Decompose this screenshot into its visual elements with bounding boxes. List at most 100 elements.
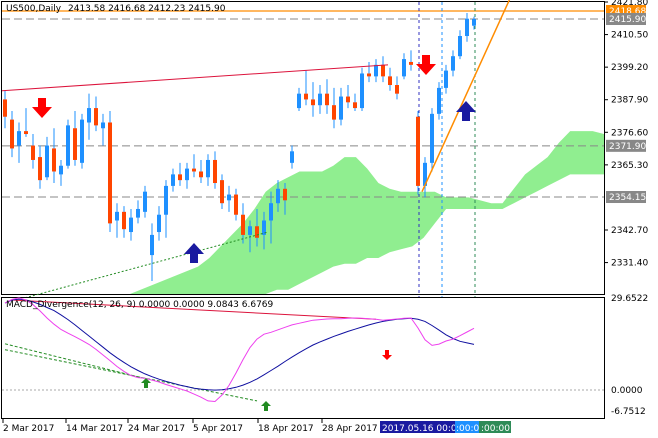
candle-body-9 xyxy=(66,125,70,166)
date-highlight: 2017.05.16 00:00 xyxy=(382,424,463,434)
price-label-7: 2331.40 xyxy=(611,259,648,269)
trendlines xyxy=(1,0,511,305)
price-tag-bg-1 xyxy=(606,13,646,26)
candle-body-34 xyxy=(241,214,245,235)
candle-body-3 xyxy=(24,131,28,135)
candle-body-40 xyxy=(283,188,287,201)
candle-body-54 xyxy=(381,64,385,77)
divergence-line-1 xyxy=(4,343,146,380)
candle-body-35 xyxy=(248,226,252,235)
candle-body-24 xyxy=(171,174,175,186)
divergence-line-2 xyxy=(4,349,258,402)
candle-body-42 xyxy=(297,93,301,109)
candle-body-41 xyxy=(290,151,294,163)
candle-body-61 xyxy=(430,113,434,163)
div-arrow-up-2 xyxy=(261,401,271,411)
price-tag-0: 2418.68 xyxy=(609,7,646,17)
candle-body-50 xyxy=(353,102,357,109)
sell-arrow-2 xyxy=(416,55,436,75)
candle-body-60 xyxy=(423,162,427,186)
header-symbol: US500,Daily xyxy=(6,4,62,14)
candle-body-62 xyxy=(437,87,441,114)
ind-label-2: -6.7512 xyxy=(611,407,646,417)
candle-body-32 xyxy=(227,194,231,201)
indicator-name: MACD_Divergence(12, 26, 9) 0.0000 0.0000… xyxy=(6,300,274,310)
candle-body-64 xyxy=(451,56,455,71)
candle-body-21 xyxy=(150,234,154,256)
candle-body-36 xyxy=(255,226,259,238)
price-label-1: 2410.50 xyxy=(611,31,648,41)
candle-body-0 xyxy=(3,99,7,117)
candle-body-49 xyxy=(346,96,350,103)
candle-body-43 xyxy=(304,93,308,100)
candle-body-47 xyxy=(332,105,336,120)
price-tag-bg-3 xyxy=(606,191,646,204)
candle-body-48 xyxy=(339,96,343,120)
candle-body-22 xyxy=(157,214,161,233)
candle-body-29 xyxy=(206,159,210,178)
date-highlight3-bg xyxy=(479,421,511,433)
price-label-3: 2387.90 xyxy=(611,96,648,106)
price-label-0: 2421.80 xyxy=(611,0,648,8)
date-highlight-3: :00:00 xyxy=(481,424,510,434)
date-label-2: 24 Mar 2017 xyxy=(128,424,185,434)
candle-body-31 xyxy=(220,180,224,204)
date-highlight2-bg xyxy=(455,421,479,433)
candle-body-20 xyxy=(143,191,147,212)
ichimoku-cloud xyxy=(130,131,604,294)
candle-body-37 xyxy=(262,220,266,235)
date-label-3: 5 Apr 2017 xyxy=(193,424,243,434)
support-dotted-line xyxy=(1,231,269,305)
price-label-4: 2376.60 xyxy=(611,128,648,138)
ind-label-1: 0.0000 xyxy=(611,386,643,396)
cloud-area xyxy=(198,131,604,294)
date-label-4: 18 Apr 2017 xyxy=(258,424,314,434)
price-label-6: 2342.70 xyxy=(611,226,648,236)
candle-body-27 xyxy=(192,168,196,172)
divergence-line-0 xyxy=(11,299,377,320)
candle-body-30 xyxy=(213,159,217,184)
date-label-5: 28 Apr 2017 xyxy=(322,424,378,434)
price-tag-1: 2415.90 xyxy=(609,15,646,25)
candle-body-51 xyxy=(360,73,364,109)
candle-body-16 xyxy=(115,211,119,221)
date-highlight-bg xyxy=(380,421,455,433)
candle-body-28 xyxy=(199,171,203,178)
candle-body-5 xyxy=(38,157,42,181)
indicator-window[interactable] xyxy=(1,297,605,419)
candlestick-series[interactable] xyxy=(3,12,476,282)
div-arrow-up-1 xyxy=(141,378,151,388)
candle-body-55 xyxy=(388,76,392,86)
date-highlight-2: :00:00 xyxy=(456,424,485,434)
price-tag-3: 2354.15 xyxy=(609,193,646,203)
candle-body-58 xyxy=(409,61,413,65)
candle-body-14 xyxy=(101,122,105,129)
candle-body-13 xyxy=(94,108,98,126)
candle-body-57 xyxy=(402,59,406,77)
candle-body-25 xyxy=(178,174,182,181)
price-label-5: 2365.30 xyxy=(611,161,648,171)
candle-body-4 xyxy=(31,145,35,160)
candle-body-17 xyxy=(122,211,126,230)
price-label-2: 2399.20 xyxy=(611,63,648,73)
sell-arrow-1 xyxy=(32,98,52,118)
price-tag-2: 2371.90 xyxy=(609,142,646,152)
candle-body-66 xyxy=(465,18,469,37)
candle-body-6 xyxy=(45,145,49,178)
candle-body-67 xyxy=(472,19,476,26)
candle-body-18 xyxy=(129,217,133,233)
candle-body-59 xyxy=(416,116,420,186)
candle-body-65 xyxy=(458,36,462,57)
signal-arrows xyxy=(32,55,476,263)
candle-body-56 xyxy=(395,85,399,94)
buy-arrow-1 xyxy=(184,243,204,263)
candle-body-52 xyxy=(367,73,371,77)
candle-body-45 xyxy=(318,93,322,106)
date-label-1: 14 Mar 2017 xyxy=(66,424,123,434)
candle-body-7 xyxy=(52,148,56,172)
candle-body-63 xyxy=(444,70,448,88)
candle-body-33 xyxy=(234,194,238,215)
orange-trendline xyxy=(421,0,511,192)
candle-body-39 xyxy=(276,188,280,204)
